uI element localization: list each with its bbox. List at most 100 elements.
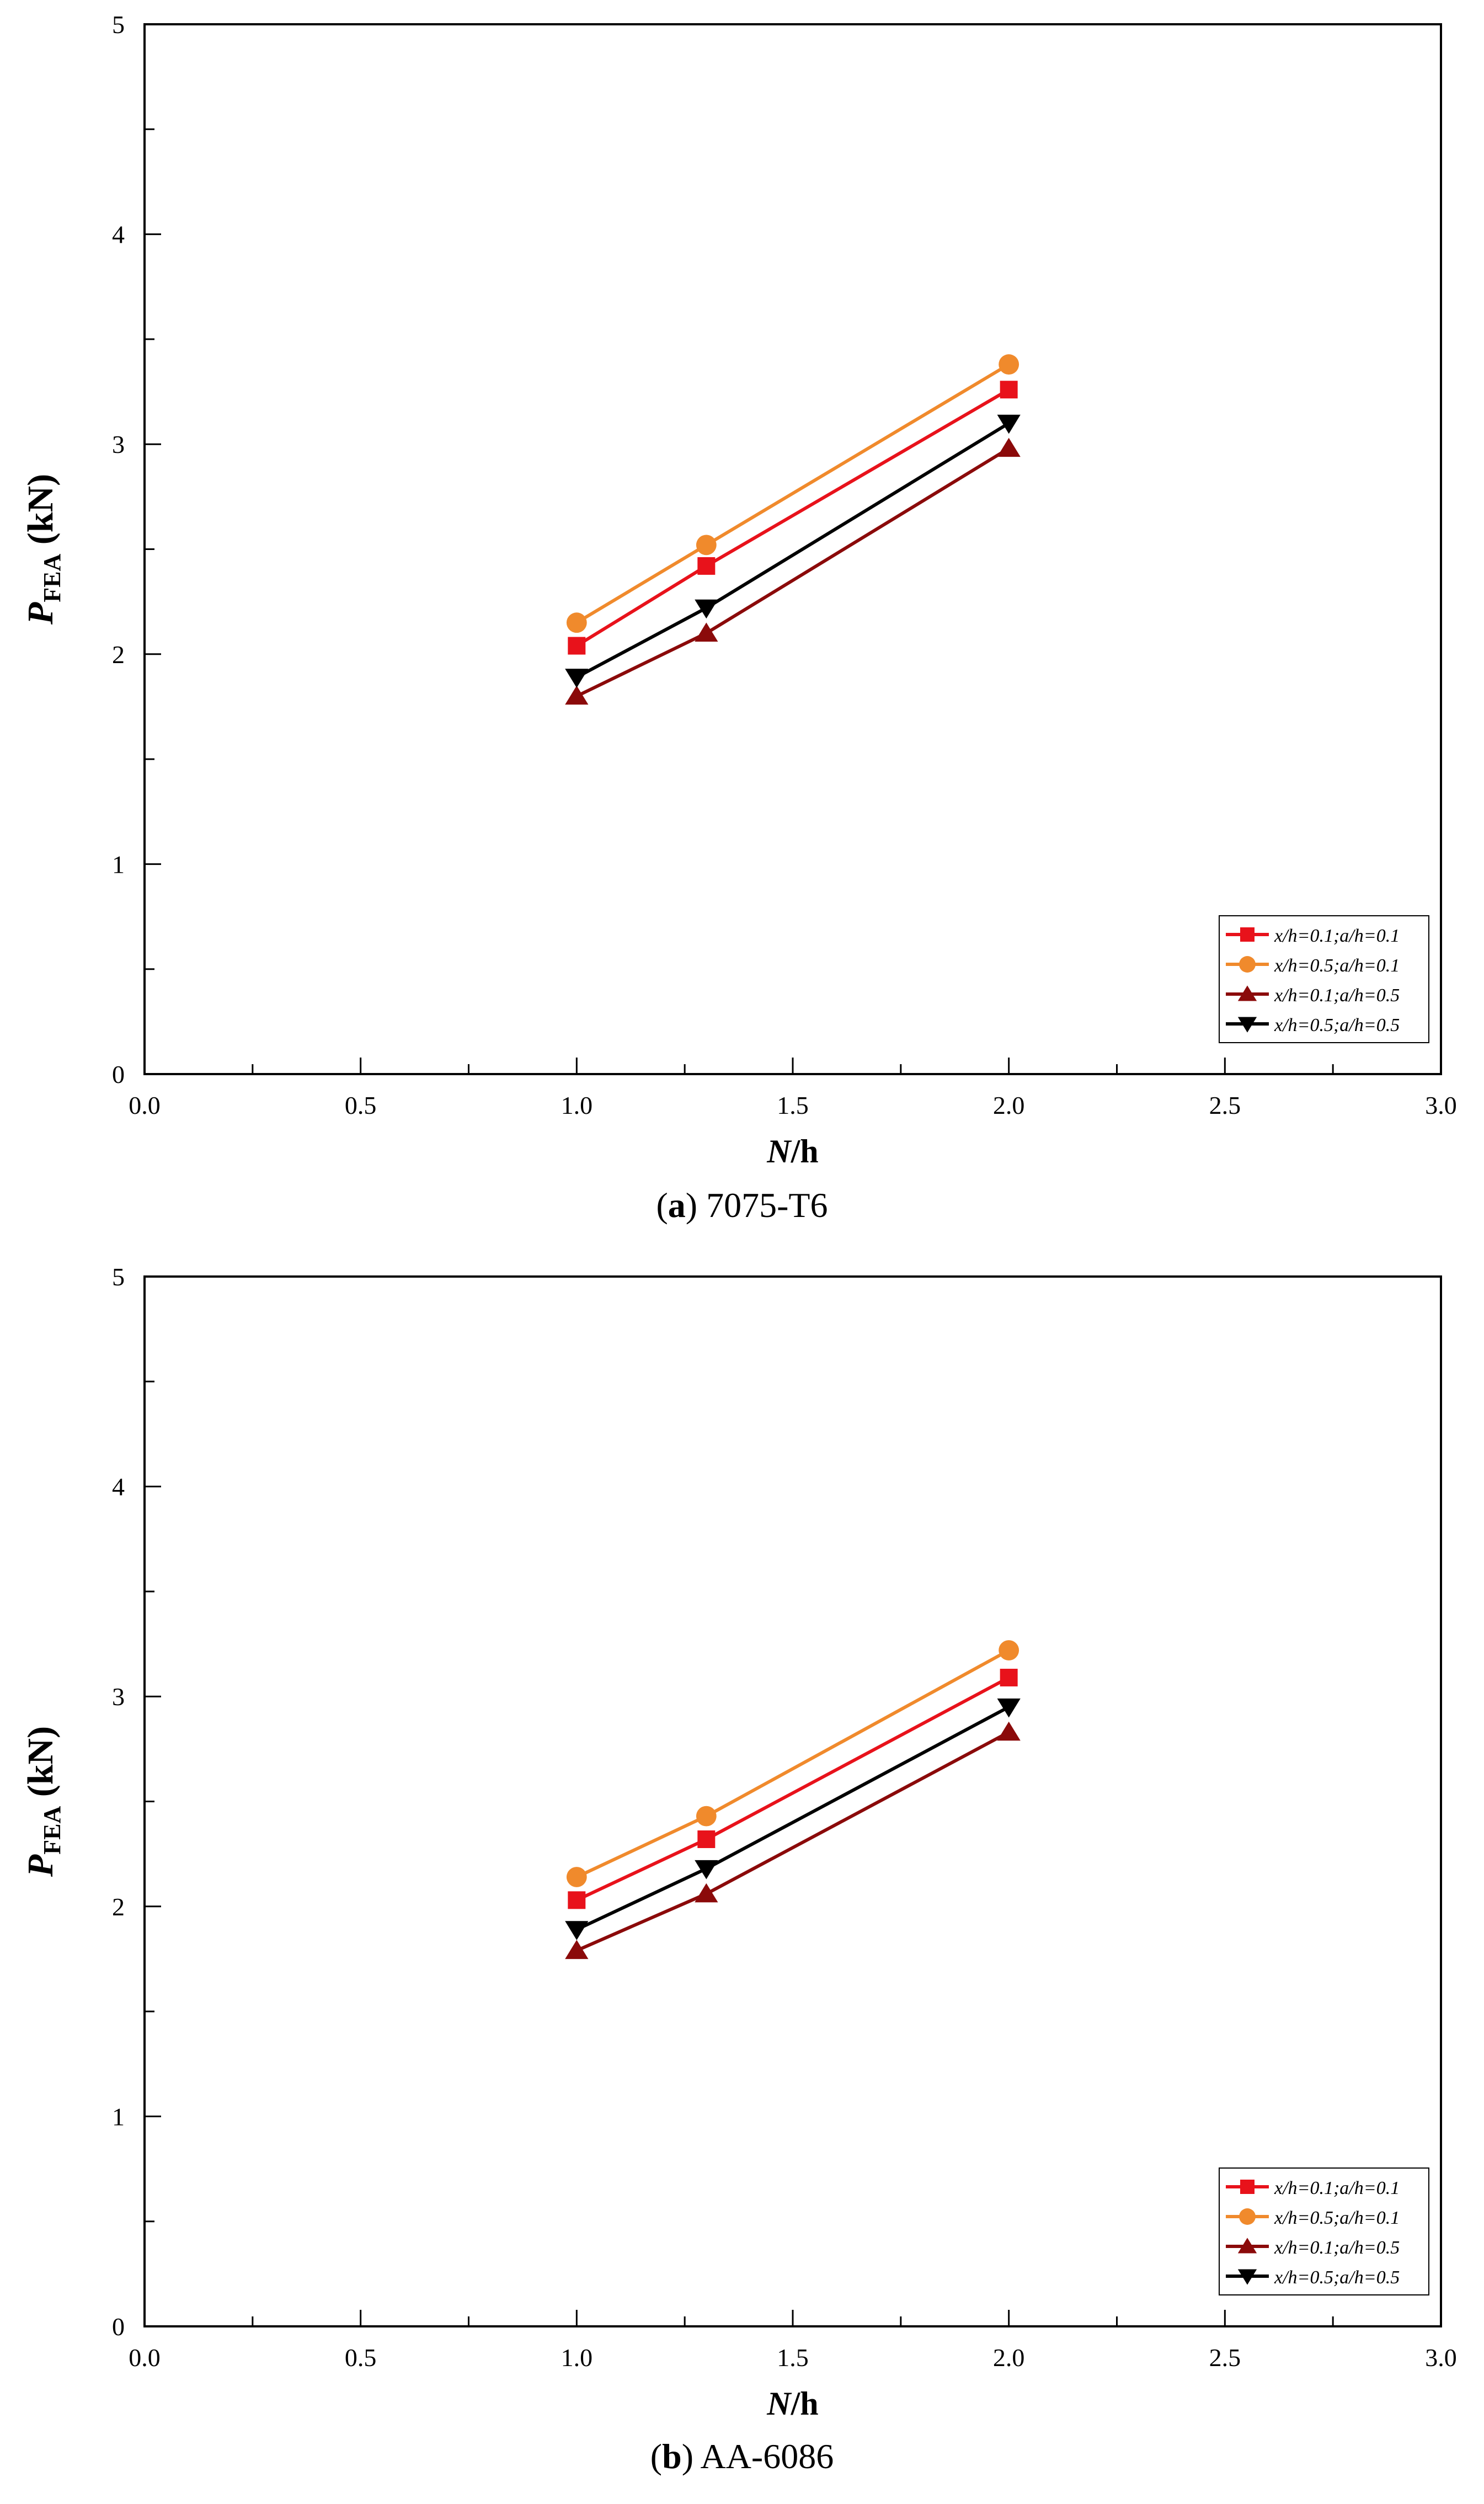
chart-a-x-tick-label: 3.0 bbox=[1425, 1091, 1457, 1119]
chart-b-series-4-point bbox=[565, 1921, 589, 1940]
chart-a-x-tick-label: 0.5 bbox=[345, 1091, 377, 1119]
chart-b-y-tick-label: 4 bbox=[112, 1473, 125, 1501]
chart-b-svg: 0.0 0.5 1.0 1.5 2.0 2.5 3.0 0 1 2 3 4 5 N/h PFEA (kN) x… bbox=[20, 1263, 1457, 2422]
chart-b-series-1-point bbox=[568, 1891, 586, 1909]
chart-a-y-tick-label: 0 bbox=[112, 1060, 125, 1088]
chart-b-x-tick-label: 1.5 bbox=[777, 2343, 809, 2372]
chart-b-series-3-point bbox=[997, 1721, 1021, 1741]
chart-a-series-4-line bbox=[575, 421, 1010, 679]
chart-a-series-4-point bbox=[565, 669, 589, 688]
chart-a-svg: 0.0 0.5 1.0 1.5 2.0 2.5 3.0 0 1 2 3 4 5 N/h PFEA (kN) x… bbox=[20, 10, 1457, 1170]
chart-b-legend-label: x/h=0.1;a/h=0.1 bbox=[1274, 2178, 1400, 2198]
caption-b: (b) AA-6086 bbox=[650, 2437, 834, 2476]
chart-a-legend-label: x/h=0.5;a/h=0.1 bbox=[1274, 955, 1400, 976]
chart-b-x-tick-label: 0.5 bbox=[345, 2343, 377, 2372]
chart-a-legend-label: x/h=0.1;a/h=0.5 bbox=[1274, 985, 1400, 1006]
chart-b-legend-marker bbox=[1239, 2208, 1256, 2225]
chart-b-series-4-point bbox=[695, 1860, 718, 1880]
chart-a-legend-marker bbox=[1240, 927, 1255, 942]
chart-b-series-3 bbox=[565, 1721, 1021, 1960]
chart-b-y-tick-label: 5 bbox=[112, 1263, 125, 1291]
chart-b-x-tick-label: 3.0 bbox=[1425, 2343, 1457, 2372]
chart-b-legend-label: x/h=0.1;a/h=0.5 bbox=[1274, 2238, 1400, 2258]
chart-a-series-1-line bbox=[575, 388, 1010, 648]
chart-a-y-tick-label: 2 bbox=[112, 640, 125, 669]
chart-b-series-3-line bbox=[576, 1731, 1010, 1952]
chart-a-series-1-point bbox=[568, 637, 586, 655]
chart-b-series-1-line bbox=[576, 1676, 1010, 1902]
chart-a-y-tick-label: 3 bbox=[112, 430, 125, 458]
chart-b-series-4-point bbox=[997, 1698, 1021, 1718]
chart-a-legend-label: x/h=0.5;a/h=0.5 bbox=[1274, 1015, 1400, 1035]
chart-a-legend-marker-group bbox=[1237, 1017, 1257, 1033]
chart-b-x-tick-label: 2.5 bbox=[1209, 2343, 1241, 2372]
chart-a-legend-label: x/h=0.1;a/h=0.1 bbox=[1274, 926, 1400, 946]
chart-a-series-3-point bbox=[695, 622, 718, 642]
chart-a-legend-marker bbox=[1237, 1017, 1257, 1033]
chart-a-legend-marker bbox=[1239, 956, 1256, 973]
chart-a-x-axis-label: N/h bbox=[766, 1133, 818, 1170]
chart-a-y-tick-label: 1 bbox=[112, 850, 125, 878]
chart-a-legend-marker-group bbox=[1237, 985, 1257, 1001]
chart-a-series-2 bbox=[566, 354, 1019, 633]
chart-b-legend-marker bbox=[1237, 2238, 1257, 2254]
chart-b-series-2-point bbox=[999, 1640, 1019, 1661]
chart-b-series-4 bbox=[565, 1698, 1021, 1940]
chart-b-legend-marker bbox=[1240, 2180, 1255, 2194]
chart-b-legend-marker-group bbox=[1239, 2208, 1256, 2225]
chart-a-series-3-line bbox=[576, 447, 1010, 698]
chart-b-legend-label: x/h=0.5;a/h=0.1 bbox=[1274, 2208, 1400, 2228]
chart-panel-a: 0.0 0.5 1.0 1.5 2.0 2.5 3.0 0 1 2 3 4 5 N/h PFEA (kN) x… bbox=[20, 10, 1457, 1225]
chart-b-series-2 bbox=[566, 1640, 1019, 1887]
chart-b-series-3-point bbox=[695, 1883, 718, 1903]
caption-a-title: 7075-T6 bbox=[706, 1186, 828, 1225]
chart-b-y-axis-label: PFEA (kN) bbox=[20, 1726, 66, 1877]
chart-a-series-3-point bbox=[565, 685, 589, 705]
chart-b-y-tick-label: 2 bbox=[112, 1893, 125, 1921]
caption-b-letter: b bbox=[662, 2437, 682, 2476]
chart-b-x-tick-label: 2.0 bbox=[993, 2343, 1025, 2372]
chart-a-y-axis-label: PFEA (kN) bbox=[20, 474, 66, 625]
chart-a-y-tick-label: 5 bbox=[112, 10, 125, 39]
chart-a-legend-marker-group bbox=[1239, 956, 1256, 973]
chart-b-legend-label: x/h=0.5;a/h=0.5 bbox=[1274, 2267, 1400, 2288]
chart-b-series-4-line bbox=[576, 1705, 1010, 1931]
chart-b-series-1-point bbox=[697, 1830, 716, 1849]
chart-a-x-tick-label: 2.5 bbox=[1209, 1091, 1241, 1119]
caption-a: (a) 7075-T6 bbox=[656, 1186, 828, 1225]
chart-b-series-2-line bbox=[576, 1648, 1010, 1879]
caption-b-title: AA-6086 bbox=[700, 2437, 834, 2476]
chart-panel-b: 0.0 0.5 1.0 1.5 2.0 2.5 3.0 0 1 2 3 4 5 N/h PFEA (kN) x… bbox=[0, 1252, 1484, 2504]
chart-a-series-2-line bbox=[575, 362, 1010, 624]
chart-a-series-1-point bbox=[1000, 381, 1018, 399]
chart-b-y-tick-label: 3 bbox=[112, 1683, 125, 1711]
chart-b-legend-marker-group bbox=[1237, 2269, 1257, 2285]
chart-a-x-tick-label: 2.0 bbox=[993, 1091, 1025, 1119]
chart-a-x-tick-label: 0.0 bbox=[129, 1091, 161, 1119]
chart-b-series-2-point bbox=[696, 1806, 717, 1827]
chart-b-series-3-point bbox=[565, 1940, 589, 1960]
chart-b-series-2-point bbox=[566, 1867, 587, 1887]
chart-a-legend-marker-group bbox=[1240, 927, 1255, 942]
chart-a-series-4-point bbox=[997, 414, 1021, 434]
chart-b-y-tick-label: 0 bbox=[112, 2313, 125, 2341]
chart-b-x-tick-label: 0.0 bbox=[129, 2343, 161, 2372]
chart-b-legend-marker-group bbox=[1237, 2238, 1257, 2254]
chart-a-series-2-point bbox=[566, 612, 587, 633]
chart-a-series-4-point bbox=[695, 599, 718, 619]
chart-b-series-1 bbox=[568, 1668, 1018, 1909]
chart-a-series-3 bbox=[565, 437, 1021, 705]
chart-a-x-tick-label: 1.0 bbox=[561, 1091, 593, 1119]
chart-b-series-1-point bbox=[1000, 1668, 1018, 1686]
chart-a-series-2-point bbox=[696, 535, 717, 556]
chart-a-series-3-point bbox=[997, 437, 1021, 457]
chart-b-x-tick-label: 1.0 bbox=[561, 2343, 593, 2372]
caption-a-letter: a bbox=[668, 1186, 686, 1225]
chart-a-legend-marker bbox=[1237, 985, 1257, 1001]
chart-b-y-tick-label: 1 bbox=[112, 2102, 125, 2131]
chart-a-y-tick-label: 4 bbox=[112, 221, 125, 249]
chart-a-x-tick-label: 1.5 bbox=[777, 1091, 809, 1119]
chart-a-series-1-point bbox=[697, 557, 716, 575]
chart-b-x-axis-label: N/h bbox=[766, 2385, 818, 2422]
chart-a-series-1 bbox=[568, 381, 1018, 655]
